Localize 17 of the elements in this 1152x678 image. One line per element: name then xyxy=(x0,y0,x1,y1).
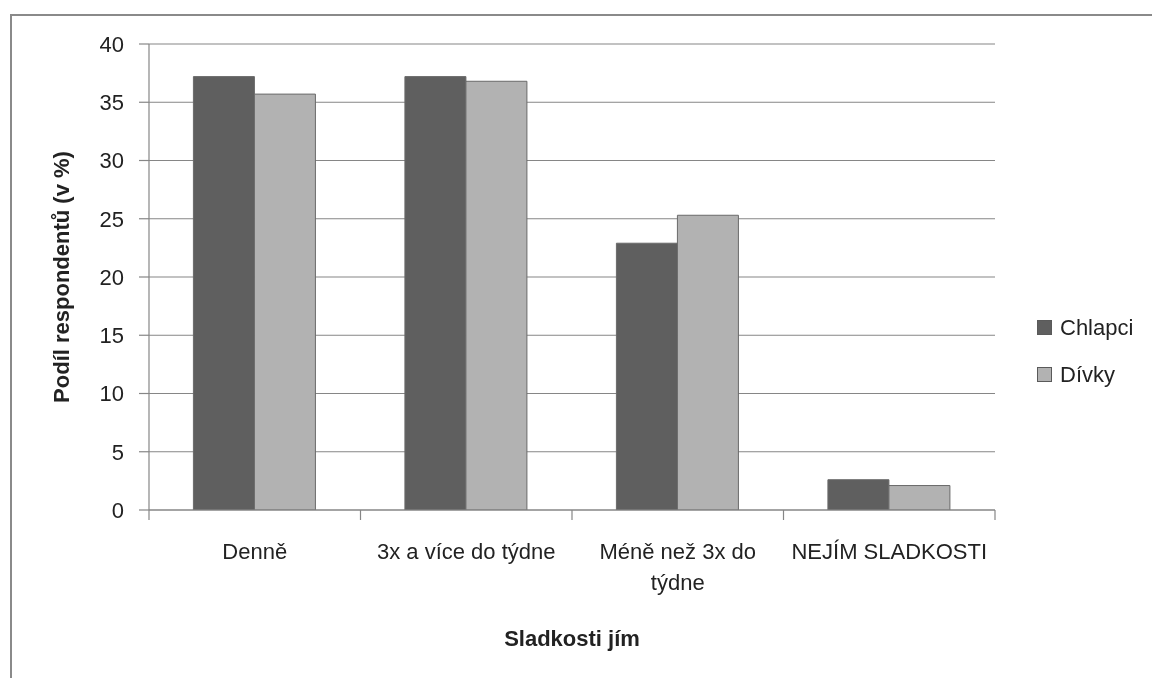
x-tick-label: Denně xyxy=(222,539,288,564)
x-tick-label: NEJÍM SLADKOSTI xyxy=(791,539,988,564)
y-tick-label: 5 xyxy=(111,439,124,465)
legend-label: Dívky xyxy=(1060,361,1115,388)
y-tick-label: 15 xyxy=(99,323,124,349)
y-tick-label: 25 xyxy=(99,206,124,232)
x-axis-title: Sladkosti jím xyxy=(504,626,640,652)
y-tick-label: 35 xyxy=(99,90,124,116)
legend-label: Chlapci xyxy=(1060,314,1134,341)
y-tick-label: 30 xyxy=(99,148,124,174)
y-tick-label: 20 xyxy=(99,264,124,290)
x-tick-label: 3x a více do týdne xyxy=(376,539,556,564)
x-tick-label: Méně než 3x do týdne xyxy=(599,539,757,595)
y-tick-label: 0 xyxy=(111,497,124,523)
y-tick-label: 40 xyxy=(99,31,124,57)
y-tick-label: 10 xyxy=(99,381,124,407)
y-axis-title: Podíl respondentů (v %) xyxy=(49,151,75,403)
